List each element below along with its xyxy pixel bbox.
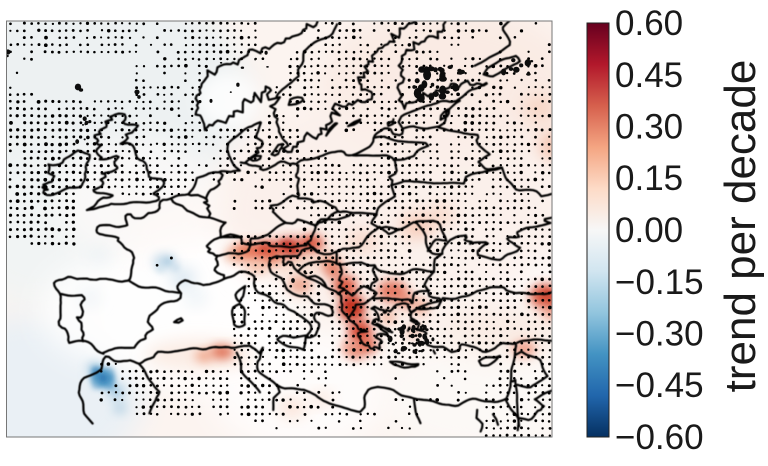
svg-text:0.15: 0.15 [615,159,683,198]
svg-text:−0.15: −0.15 [615,263,704,302]
svg-text:−0.60: −0.60 [615,418,704,457]
svg-text:−0.45: −0.45 [615,366,704,405]
svg-text:trend per decade: trend per decade [716,60,765,393]
svg-text:0.00: 0.00 [615,211,683,250]
svg-text:0.60: 0.60 [615,4,683,43]
svg-text:0.45: 0.45 [615,56,683,95]
svg-text:−0.30: −0.30 [615,315,704,354]
svg-text:0.30: 0.30 [615,108,683,147]
